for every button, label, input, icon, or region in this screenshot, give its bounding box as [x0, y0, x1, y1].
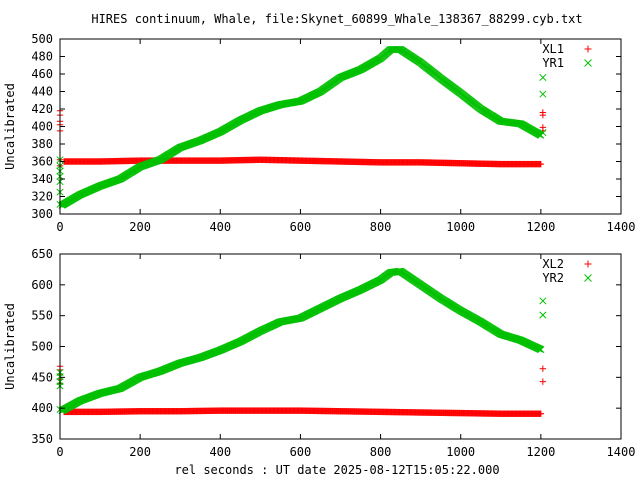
series-XL1: [56, 107, 547, 170]
y-axis-label: Uncalibrated: [3, 83, 17, 170]
legend-label: XL2: [542, 257, 564, 271]
legend-marker: [584, 274, 592, 282]
y-tick-label: 380: [31, 137, 53, 151]
y-tick-label: 650: [31, 247, 53, 261]
data-point: [539, 73, 547, 82]
series-YR1: [56, 45, 547, 209]
data-point: [539, 90, 547, 98]
x-tick-label: 0: [56, 220, 63, 234]
y-tick-label: 480: [31, 50, 53, 64]
x-tick-label: 400: [209, 445, 231, 459]
y-tick-label: 400: [31, 401, 53, 415]
x-tick-label: 400: [209, 220, 231, 234]
legend-marker: [584, 59, 592, 67]
data-point: [539, 311, 547, 319]
x-tick-label: 1400: [607, 445, 636, 459]
y-tick-label: 350: [31, 432, 53, 446]
y-tick-label: 600: [31, 278, 53, 292]
x-tick-label: 1200: [526, 220, 555, 234]
data-point: [537, 410, 545, 417]
plot-frame: [59, 38, 622, 215]
x-tick-label: 200: [129, 445, 151, 459]
y-tick-label: 550: [31, 309, 53, 323]
y-tick-label: 500: [31, 32, 53, 46]
y-tick-label: 460: [31, 67, 53, 81]
legend-label: XL1: [542, 42, 564, 56]
y-tick-label: 500: [31, 340, 53, 354]
x-tick-label: 1000: [446, 445, 475, 459]
x-tick-label: 1000: [446, 220, 475, 234]
data-point: [537, 131, 545, 139]
x-tick-label: 600: [290, 445, 312, 459]
y-axis-label: Uncalibrated: [3, 303, 17, 390]
y-tick-label: 320: [31, 190, 53, 204]
chart-title: HIRES continuum, Whale, file:Skynet_6089…: [91, 12, 582, 26]
data-point: [539, 111, 547, 119]
data-point: [537, 346, 545, 354]
x-tick-label: 1200: [526, 445, 555, 459]
data-point: [537, 160, 545, 168]
data-point: [539, 378, 547, 385]
y-tick-label: 420: [31, 102, 53, 116]
panel-2: 350 400 450 500 550 600 650 0 200 400 600 800 1000 12…: [3, 247, 635, 459]
y-tick-label: 400: [31, 120, 53, 134]
x-tick-label: 200: [129, 220, 151, 234]
y-tick-label: 450: [31, 370, 53, 384]
legend-marker: [584, 45, 592, 53]
x-tick-label: 800: [370, 220, 392, 234]
data-point: [539, 365, 547, 372]
legend-label: YR1: [542, 56, 564, 70]
x-tick-label: 600: [290, 220, 312, 234]
x-tick-label: 1400: [607, 220, 636, 234]
x-tick-label: 800: [370, 445, 392, 459]
panel-1: 300 320 340 360 380 400 420 440 460 480 500 0 200 400…: [3, 32, 635, 234]
y-tick-label: 300: [31, 207, 53, 221]
series-XL2: [56, 363, 547, 417]
legend-marker: [584, 260, 592, 268]
y-tick-label: 360: [31, 155, 53, 169]
legend-label: YR2: [542, 271, 564, 285]
x-axis-label: rel seconds : UT date 2025-08-12T15:05:2…: [174, 463, 499, 477]
y-tick-label: 340: [31, 172, 53, 186]
series-YR2: [56, 267, 547, 415]
data-point: [539, 297, 547, 305]
y-tick-label: 440: [31, 85, 53, 99]
x-tick-label: 0: [56, 445, 63, 459]
